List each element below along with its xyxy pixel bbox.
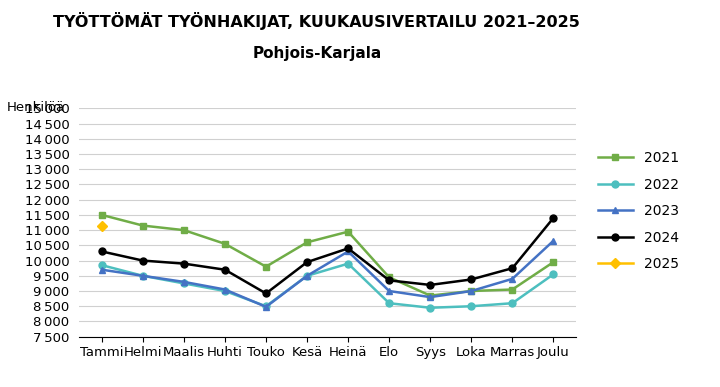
2021 xyxy=(179,228,188,233)
2023 xyxy=(385,289,394,293)
2024 xyxy=(344,246,353,251)
Line: 2023: 2023 xyxy=(99,237,557,310)
2024 xyxy=(220,267,229,272)
Line: 2022: 2022 xyxy=(99,260,557,311)
2024 xyxy=(179,261,188,266)
2023 xyxy=(302,274,311,278)
2023 xyxy=(138,274,147,278)
2022 xyxy=(97,263,106,267)
2023 xyxy=(261,305,270,309)
2022 xyxy=(344,261,353,266)
2024 xyxy=(467,277,476,282)
2021 xyxy=(138,223,147,228)
2024 xyxy=(549,216,558,220)
2021 xyxy=(426,293,435,298)
2022 xyxy=(385,301,394,305)
2024 xyxy=(302,260,311,264)
2024 xyxy=(508,266,517,271)
2022 xyxy=(467,304,476,308)
Line: 2024: 2024 xyxy=(99,214,557,297)
2021 xyxy=(97,212,106,217)
2022 xyxy=(508,301,517,305)
2022 xyxy=(261,304,270,308)
2022 xyxy=(179,281,188,286)
2024 xyxy=(138,258,147,263)
2023 xyxy=(467,289,476,293)
2023 xyxy=(220,287,229,292)
2024 xyxy=(426,283,435,287)
2021 xyxy=(385,275,394,280)
2022 xyxy=(302,274,311,278)
2021 xyxy=(261,264,270,269)
2022 xyxy=(549,272,558,277)
2024 xyxy=(97,249,106,254)
2021 xyxy=(344,229,353,234)
Text: Henkilöä: Henkilöä xyxy=(7,101,66,114)
2023 xyxy=(549,238,558,243)
2023 xyxy=(97,267,106,272)
2021 xyxy=(302,240,311,245)
2021 xyxy=(220,241,229,246)
2021 xyxy=(508,287,517,292)
2021 xyxy=(467,289,476,293)
2024 xyxy=(385,278,394,283)
2024 xyxy=(261,291,270,296)
2023 xyxy=(344,249,353,254)
2023 xyxy=(508,277,517,281)
2022 xyxy=(426,305,435,310)
2021 xyxy=(549,260,558,264)
2022 xyxy=(220,289,229,293)
2023 xyxy=(426,295,435,300)
2022 xyxy=(138,274,147,278)
Text: Pohjois-Karjala: Pohjois-Karjala xyxy=(252,46,382,62)
Text: TYÖTTÖMÄT TYÖNHAKIJAT, KUUKAUSIVERTAILU 2021–2025: TYÖTTÖMÄT TYÖNHAKIJAT, KUUKAUSIVERTAILU … xyxy=(53,12,580,30)
Legend: 2021, 2022, 2023, 2024, 2025: 2021, 2022, 2023, 2024, 2025 xyxy=(598,151,679,271)
Line: 2021: 2021 xyxy=(99,211,557,299)
2023 xyxy=(179,279,188,284)
